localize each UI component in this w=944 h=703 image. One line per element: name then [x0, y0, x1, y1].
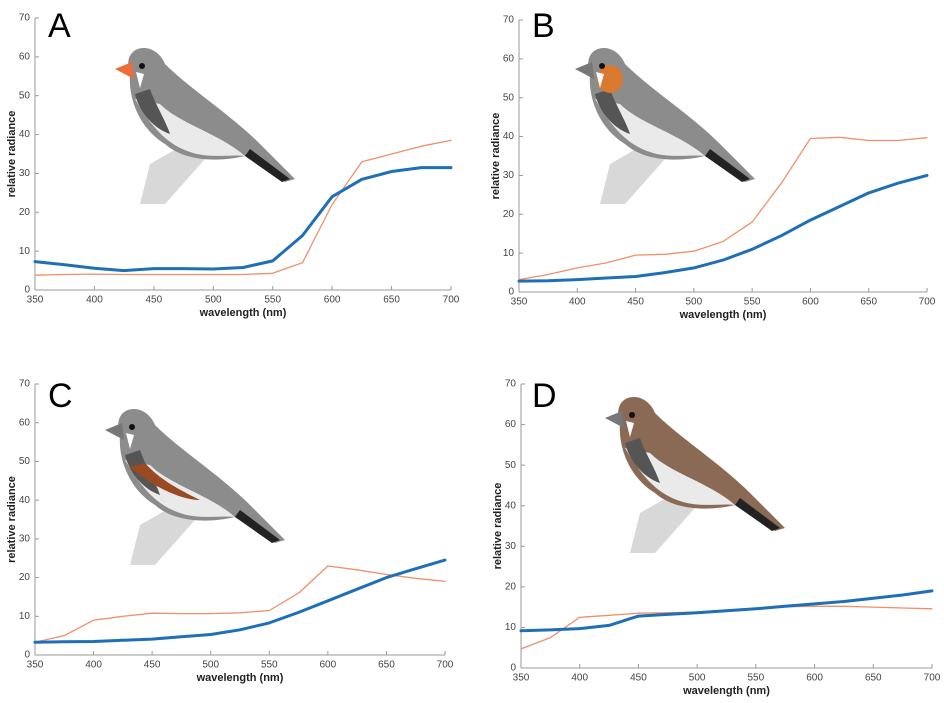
- x-tick-label: 450: [146, 295, 163, 306]
- y-tick-label: 50: [19, 90, 31, 101]
- y-tick-label: 70: [505, 379, 517, 390]
- x-tick-label: 600: [806, 673, 823, 684]
- y-tick-label: 30: [503, 170, 515, 181]
- x-tick-label: 550: [261, 660, 278, 671]
- x-tick-label: 600: [324, 295, 341, 306]
- y-tick-label: 70: [19, 13, 31, 24]
- y-tick-label: 40: [503, 131, 515, 142]
- y-tick-label: 10: [505, 622, 517, 633]
- x-tick-label: 450: [630, 673, 647, 684]
- y-tick-label: 20: [503, 209, 515, 220]
- figure: 010203040506070350400450500550600650700w…: [0, 0, 944, 703]
- x-tick-label: 400: [571, 673, 588, 684]
- x-tick-label: 400: [86, 295, 103, 306]
- x-tick-label: 550: [744, 297, 761, 308]
- x-tick-label: 450: [627, 297, 644, 308]
- x-tick-label: 350: [27, 660, 44, 671]
- y-axis-label: relative radiance: [492, 483, 504, 570]
- y-tick-label: 20: [505, 581, 517, 592]
- spectrum-line: [519, 175, 927, 281]
- y-tick-label: 10: [19, 246, 31, 257]
- spectrum-line: [35, 140, 451, 275]
- panel-letter: A: [48, 7, 71, 45]
- x-tick-label: 400: [85, 660, 102, 671]
- y-tick-label: 30: [505, 541, 517, 552]
- y-tick-label: 10: [19, 611, 31, 622]
- bird-illustration: [115, 48, 295, 204]
- x-tick-label: 650: [383, 295, 400, 306]
- y-tick-label: 60: [19, 417, 31, 428]
- x-tick-label: 600: [320, 660, 337, 671]
- x-tick-label: 650: [860, 297, 877, 308]
- x-tick-label: 500: [205, 295, 222, 306]
- y-tick-label: 70: [503, 15, 515, 26]
- y-tick-label: 50: [503, 92, 515, 103]
- y-tick-label: 40: [19, 129, 31, 140]
- x-tick-label: 700: [437, 660, 454, 671]
- x-tick-label: 350: [511, 297, 528, 308]
- panel-letter: C: [48, 377, 73, 415]
- x-tick-label: 350: [27, 295, 44, 306]
- x-tick-label: 550: [748, 673, 765, 684]
- bird-illustration: [105, 409, 285, 565]
- y-tick-label: 50: [19, 456, 31, 467]
- y-tick-label: 30: [19, 533, 31, 544]
- y-tick-label: 60: [503, 53, 515, 64]
- spectrum-line: [35, 168, 451, 271]
- x-tick-label: 550: [264, 295, 281, 306]
- x-axis-label: wavelength (nm): [679, 309, 767, 321]
- y-tick-label: 10: [503, 248, 515, 259]
- bird-illustration: [605, 397, 785, 553]
- y-tick-label: 40: [19, 495, 31, 506]
- x-tick-label: 450: [144, 660, 161, 671]
- y-tick-label: 20: [19, 207, 31, 218]
- y-axis-label: relative radiance: [490, 113, 502, 200]
- y-tick-label: 60: [19, 51, 31, 62]
- y-axis-label: relative radiance: [6, 476, 18, 563]
- x-tick-label: 650: [378, 660, 395, 671]
- y-tick-label: 20: [19, 572, 31, 583]
- x-tick-label: 350: [513, 673, 530, 684]
- x-tick-label: 400: [569, 297, 586, 308]
- x-tick-label: 650: [865, 673, 882, 684]
- spectrum-line: [35, 560, 445, 642]
- panel-letter: B: [532, 7, 555, 45]
- x-tick-label: 500: [202, 660, 219, 671]
- y-tick-label: 30: [19, 168, 31, 179]
- y-axis-label: relative radiance: [6, 111, 18, 198]
- x-axis-label: wavelength (nm): [196, 672, 284, 684]
- y-tick-label: 40: [505, 500, 517, 511]
- y-tick-label: 70: [19, 379, 31, 390]
- x-axis-label: wavelength (nm): [199, 307, 287, 319]
- x-axis-label: wavelength (nm): [682, 685, 770, 697]
- x-tick-label: 700: [443, 295, 460, 306]
- y-tick-label: 50: [505, 460, 517, 471]
- x-tick-label: 600: [802, 297, 819, 308]
- y-tick-label: 60: [505, 419, 517, 430]
- x-tick-label: 700: [924, 673, 941, 684]
- x-tick-label: 700: [919, 297, 936, 308]
- panel-letter: D: [532, 377, 557, 415]
- bird-illustration: [575, 48, 755, 204]
- x-tick-label: 500: [686, 297, 703, 308]
- spectrum-line: [521, 591, 932, 631]
- x-tick-label: 500: [689, 673, 706, 684]
